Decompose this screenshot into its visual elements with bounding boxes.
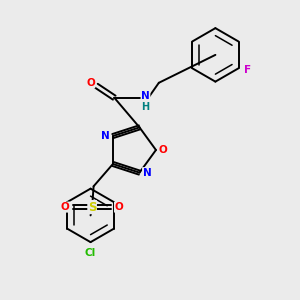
Text: O: O	[159, 145, 168, 155]
Text: F: F	[244, 65, 251, 75]
Text: O: O	[86, 78, 95, 88]
Text: N: N	[142, 168, 151, 178]
Text: Cl: Cl	[85, 248, 96, 257]
Text: N: N	[101, 131, 110, 141]
Text: S: S	[88, 201, 96, 214]
Text: O: O	[115, 202, 123, 212]
Text: H: H	[141, 102, 149, 112]
Text: O: O	[61, 202, 70, 212]
Text: N: N	[141, 91, 150, 101]
